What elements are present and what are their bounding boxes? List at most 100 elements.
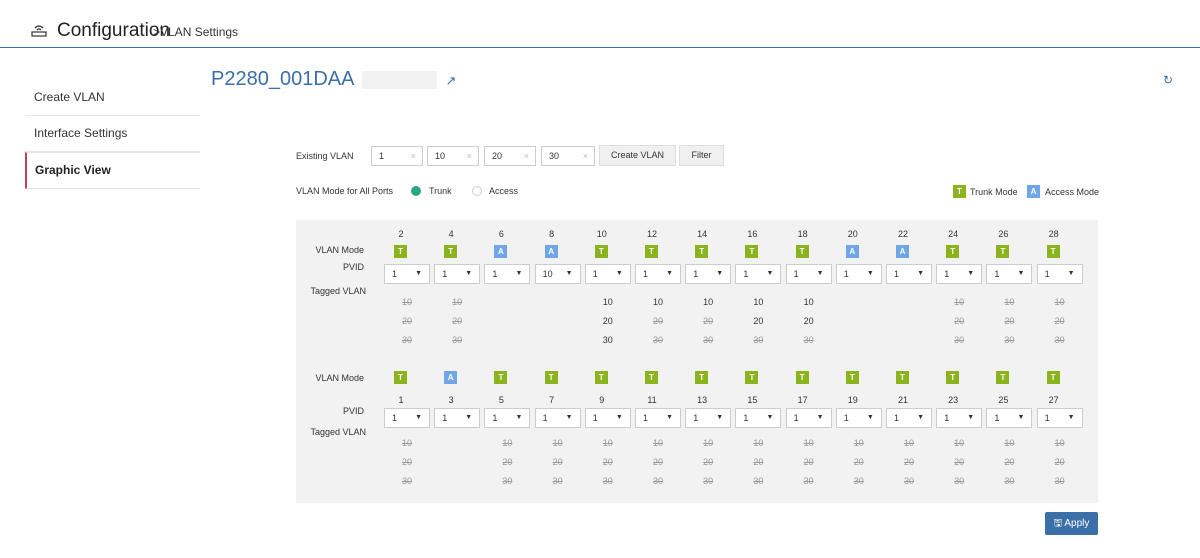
tagged-vlan-item[interactable]: 20: [1004, 457, 1015, 467]
port-mode-icon[interactable]: T: [946, 245, 960, 258]
tagged-vlan-item[interactable]: 10: [1054, 297, 1065, 307]
pvid-select[interactable]: 1 ▼: [886, 264, 932, 284]
port-mode-icon[interactable]: T: [745, 245, 759, 258]
tagged-vlan-item[interactable]: 20: [753, 316, 764, 326]
tagged-vlan-item[interactable]: 30: [753, 335, 764, 345]
port-mode-icon[interactable]: T: [444, 245, 458, 258]
port-mode-icon[interactable]: T: [544, 371, 558, 384]
port-mode-icon[interactable]: A: [444, 371, 458, 384]
tagged-vlan-item[interactable]: 20: [1054, 457, 1065, 467]
tagged-vlan-item[interactable]: 20: [652, 457, 663, 467]
tagged-vlan-item[interactable]: 10: [853, 438, 864, 448]
port-mode-icon[interactable]: T: [394, 371, 407, 384]
tagged-vlan-item[interactable]: 10: [1004, 438, 1015, 448]
tagged-vlan-item[interactable]: 20: [401, 457, 412, 467]
pvid-select[interactable]: 1 ▼: [534, 408, 581, 428]
trunk-radio[interactable]: [411, 186, 421, 196]
pvid-select[interactable]: 1 ▼: [835, 264, 882, 284]
remove-icon[interactable]: ×: [410, 151, 416, 161]
tagged-vlan-item[interactable]: 30: [452, 335, 463, 345]
port-mode-icon[interactable]: T: [896, 371, 909, 384]
tagged-vlan-item[interactable]: 20: [1004, 316, 1015, 326]
pvid-select[interactable]: 1 ▼: [986, 408, 1033, 428]
tagged-vlan-item[interactable]: 20: [502, 457, 513, 467]
tagged-vlan-item[interactable]: 30: [652, 476, 663, 486]
tagged-vlan-item[interactable]: 10: [803, 297, 814, 307]
tagged-vlan-item[interactable]: 20: [452, 316, 463, 326]
port-mode-icon[interactable]: T: [494, 371, 508, 384]
port-mode-icon[interactable]: T: [1046, 245, 1060, 258]
tagged-vlan-item[interactable]: 10: [753, 438, 764, 448]
port-mode-icon[interactable]: T: [394, 245, 407, 258]
pvid-select[interactable]: 1 ▼: [785, 408, 832, 428]
port-mode-icon[interactable]: T: [845, 371, 859, 384]
tagged-vlan-item[interactable]: 30: [954, 476, 965, 486]
port-mode-icon[interactable]: T: [996, 245, 1010, 258]
refresh-icon[interactable]: ↻: [1163, 73, 1174, 87]
tagged-vlan-item[interactable]: 30: [401, 335, 412, 345]
pvid-select[interactable]: 1 ▼: [986, 264, 1033, 284]
tagged-vlan-item[interactable]: 20: [652, 316, 663, 326]
tagged-vlan-item[interactable]: 10: [703, 297, 714, 307]
port-mode-icon[interactable]: T: [745, 371, 759, 384]
tagged-vlan-item[interactable]: 10: [803, 438, 814, 448]
port-mode-icon[interactable]: T: [645, 245, 658, 258]
apply-button[interactable]: 🖫 Apply: [1045, 512, 1098, 535]
pvid-select[interactable]: 1 ▼: [635, 408, 681, 428]
filter-button[interactable]: Filter: [679, 145, 724, 166]
tagged-vlan-item[interactable]: 20: [853, 457, 864, 467]
tagged-vlan-item[interactable]: 20: [753, 457, 764, 467]
sidebar-item-interface-settings[interactable]: Interface Settings: [25, 116, 200, 152]
tagged-vlan-item[interactable]: 10: [954, 297, 965, 307]
pvid-select[interactable]: 1 ▼: [785, 264, 832, 284]
port-mode-icon[interactable]: T: [594, 371, 608, 384]
remove-icon[interactable]: ×: [523, 151, 529, 161]
tagged-vlan-item[interactable]: 20: [401, 316, 412, 326]
tagged-vlan-item[interactable]: 30: [753, 476, 764, 486]
tagged-vlan-item[interactable]: 10: [903, 438, 914, 448]
pvid-select[interactable]: 1 ▼: [735, 408, 782, 428]
tagged-vlan-item[interactable]: 30: [954, 335, 965, 345]
tagged-vlan-item[interactable]: 30: [602, 335, 613, 345]
pvid-select[interactable]: 1 ▼: [584, 264, 631, 284]
pvid-select[interactable]: 1 ▼: [1036, 408, 1083, 428]
pvid-select[interactable]: 1 ▼: [434, 264, 481, 284]
tagged-vlan-item[interactable]: 30: [502, 476, 513, 486]
tagged-vlan-item[interactable]: 30: [853, 476, 864, 486]
tagged-vlan-item[interactable]: 20: [552, 457, 563, 467]
external-link-icon[interactable]: ↗: [445, 73, 457, 88]
port-mode-icon[interactable]: T: [795, 245, 809, 258]
tagged-vlan-item[interactable]: 20: [803, 316, 814, 326]
pvid-select[interactable]: 1 ▼: [1036, 264, 1083, 284]
port-mode-icon[interactable]: T: [996, 371, 1010, 384]
sidebar-item-graphic-view[interactable]: Graphic View: [25, 152, 200, 189]
tagged-vlan-item[interactable]: 30: [803, 476, 814, 486]
tagged-vlan-item[interactable]: 20: [602, 316, 613, 326]
port-mode-icon[interactable]: T: [1046, 371, 1060, 384]
tagged-vlan-item[interactable]: 10: [502, 438, 513, 448]
pvid-select[interactable]: 1 ▼: [484, 408, 531, 428]
tagged-vlan-item[interactable]: 10: [401, 297, 412, 307]
remove-icon[interactable]: ×: [582, 151, 588, 161]
tagged-vlan-item[interactable]: 30: [401, 476, 412, 486]
tagged-vlan-item[interactable]: 10: [552, 438, 563, 448]
tagged-vlan-item[interactable]: 30: [602, 476, 613, 486]
pvid-select[interactable]: 1 ▼: [936, 408, 983, 428]
tagged-vlan-item[interactable]: 20: [954, 457, 965, 467]
access-radio[interactable]: [472, 186, 482, 196]
port-mode-icon[interactable]: T: [695, 245, 709, 258]
port-mode-icon[interactable]: T: [594, 245, 608, 258]
pvid-select[interactable]: 1 ▼: [584, 408, 631, 428]
tagged-vlan-item[interactable]: 10: [401, 438, 412, 448]
tagged-vlan-item[interactable]: 20: [602, 457, 613, 467]
tagged-vlan-item[interactable]: 10: [602, 297, 613, 307]
pvid-select[interactable]: 1 ▼: [685, 264, 732, 284]
port-mode-icon[interactable]: T: [695, 371, 709, 384]
port-mode-icon[interactable]: A: [494, 245, 508, 258]
pvid-select[interactable]: 10 ▼: [534, 264, 581, 284]
port-mode-icon[interactable]: A: [544, 245, 558, 258]
port-mode-icon[interactable]: A: [896, 245, 909, 258]
tagged-vlan-item[interactable]: 10: [652, 438, 663, 448]
tagged-vlan-item[interactable]: 30: [703, 476, 714, 486]
tagged-vlan-item[interactable]: 30: [652, 335, 663, 345]
